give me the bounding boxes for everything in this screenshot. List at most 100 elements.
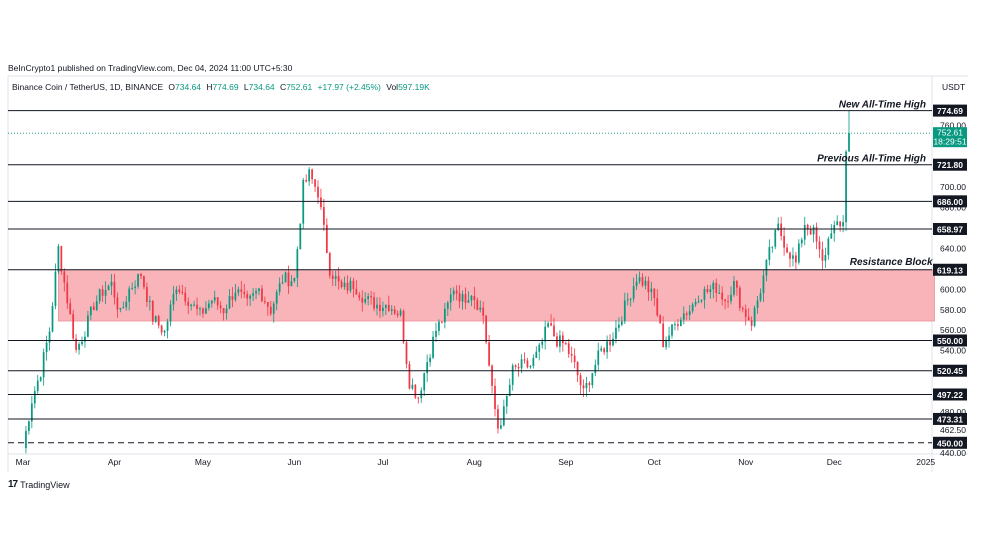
candle-body: [612, 338, 614, 346]
candle-body: [668, 335, 670, 341]
candle-body: [196, 304, 198, 309]
y-tick-label: 600.00: [940, 284, 966, 294]
candle-body: [526, 360, 529, 368]
bar-countdown-label: 18:29:51: [933, 137, 966, 147]
open-label: O: [168, 82, 176, 92]
candle-body: [470, 295, 473, 301]
candle-body: [842, 222, 844, 227]
candle-body: [609, 341, 611, 346]
candle-body: [600, 348, 603, 351]
candle-body: [157, 316, 160, 326]
y-tick-label: 760.00: [940, 121, 966, 131]
candle-body: [559, 335, 561, 347]
candle-body: [210, 300, 213, 304]
candle-body: [502, 406, 505, 426]
candle-body: [544, 326, 547, 342]
candle-body: [98, 289, 101, 302]
currency-label[interactable]: USDT: [942, 82, 966, 92]
candle-body: [564, 343, 567, 345]
candle-body: [249, 295, 252, 299]
candle-body: [573, 355, 576, 363]
candle-body: [89, 306, 92, 316]
low-label: L: [243, 82, 249, 92]
volume-label: Vol: [386, 82, 399, 92]
candle-body: [606, 341, 608, 353]
candle-body: [476, 300, 479, 310]
candle-body: [190, 304, 193, 307]
candle-body: [597, 350, 600, 365]
candle-body: [373, 297, 375, 309]
high-label: H: [206, 82, 213, 92]
close-value: 752.61: [286, 82, 313, 92]
candle-body: [671, 324, 673, 336]
candle-body: [688, 311, 691, 316]
candle-body: [87, 315, 89, 337]
candle-body: [650, 288, 653, 293]
candle-body: [72, 314, 75, 339]
candle-body: [541, 341, 544, 345]
candle-body: [399, 310, 402, 316]
candle-body: [789, 252, 791, 259]
candle-body: [361, 297, 364, 303]
candle-body: [25, 431, 27, 449]
candle-body: [63, 271, 66, 283]
candle-body: [379, 304, 381, 312]
candle-body: [455, 290, 458, 294]
candle-body: [417, 397, 420, 399]
candle-body: [629, 298, 632, 300]
candle-body: [290, 281, 293, 287]
candle-body: [275, 291, 278, 304]
candle-body: [452, 290, 455, 295]
candle-body: [594, 364, 597, 374]
candle-body: [125, 301, 128, 308]
candle-body: [60, 246, 63, 272]
candle-body: [588, 383, 591, 386]
y-tick-label: 580.00: [940, 305, 966, 315]
candle-body: [384, 304, 387, 308]
x-tick-label: May: [195, 457, 212, 467]
candle-body: [432, 336, 434, 358]
candle-body: [325, 224, 328, 254]
candle-body: [51, 306, 54, 332]
y-tick-label: 560.00: [940, 325, 966, 335]
candle-body: [848, 133, 850, 152]
x-tick-label: Mar: [16, 457, 31, 467]
candle-body: [172, 294, 175, 305]
candle-body: [635, 281, 638, 287]
symbol-name: Binance Coin / TetherUS, 1D, BINANCE: [12, 82, 164, 92]
candle-body: [691, 304, 694, 312]
candle-body: [261, 288, 263, 302]
level-price-label: 686.00: [937, 197, 963, 207]
last-price-tag: [933, 127, 967, 148]
candle-body: [128, 288, 131, 302]
candle-body: [623, 300, 626, 322]
candle-body: [402, 310, 405, 343]
tradingview-logo-icon: 17: [8, 479, 18, 490]
candle-body: [81, 341, 83, 345]
candle-body: [299, 223, 302, 250]
level-price-label: 658.97: [937, 224, 963, 234]
candle-body: [827, 238, 830, 256]
candle-body: [700, 299, 703, 302]
open-value: 734.64: [175, 82, 202, 92]
candle-body: [741, 308, 744, 310]
candle-body: [222, 308, 225, 314]
candle-body: [665, 340, 667, 348]
candle-body: [137, 273, 139, 287]
candle-body: [95, 301, 98, 311]
candle-body: [119, 307, 122, 310]
candle-body: [355, 288, 358, 295]
candle-body: [765, 259, 768, 276]
candle-body: [744, 309, 747, 318]
change-value: +17.97 (+2.45%): [317, 82, 381, 92]
candle-body: [759, 293, 762, 301]
candle-body: [818, 241, 821, 250]
candle-body: [340, 281, 343, 288]
candle-body: [331, 275, 334, 279]
candle-body: [556, 336, 558, 347]
level-price-tag: [933, 436, 967, 449]
candle-body: [33, 391, 36, 404]
publish-info: BeInCrypto1 published on TradingView.com…: [8, 63, 293, 73]
candle-body: [615, 327, 617, 339]
